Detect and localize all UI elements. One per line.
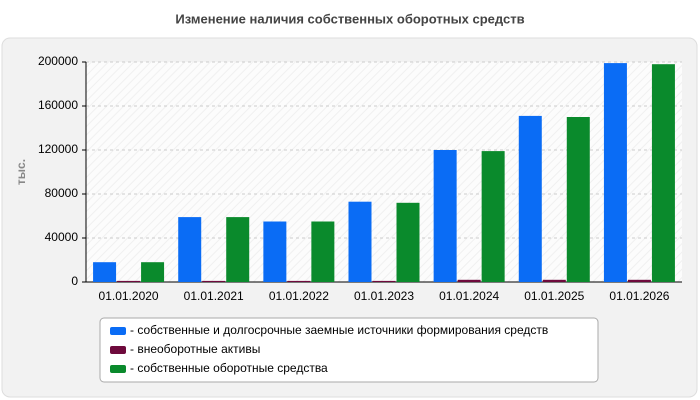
x-tick-label: 01.01.2026 — [609, 289, 669, 303]
y-tick-label: 160000 — [38, 98, 78, 112]
y-axis-label: тыс. — [14, 159, 28, 185]
x-tick-label: 01.01.2024 — [439, 289, 499, 303]
bar — [93, 262, 117, 282]
y-tick-label: 0 — [71, 274, 78, 288]
legend-label: - внеоборотные активы — [130, 342, 260, 356]
bar — [141, 262, 165, 282]
x-tick-label: 01.01.2023 — [354, 289, 414, 303]
bar — [348, 201, 372, 282]
x-tick-label: 01.01.2025 — [524, 289, 584, 303]
legend-label: - собственные оборотные средства — [130, 361, 328, 375]
bar — [542, 279, 566, 282]
y-tick-label: 40000 — [45, 230, 79, 244]
bar — [311, 221, 335, 282]
bar — [566, 117, 590, 282]
bar — [603, 63, 627, 282]
x-tick-label: 01.01.2021 — [184, 289, 244, 303]
bar — [651, 64, 675, 282]
legend-swatch — [110, 365, 126, 373]
bar — [627, 279, 651, 282]
legend-label: - собственные и долгосрочные заемные ист… — [130, 323, 548, 337]
y-tick-label: 120000 — [38, 142, 78, 156]
chart-title: Изменение наличия собственных оборотных … — [175, 11, 524, 26]
bar — [372, 280, 396, 282]
legend-swatch — [110, 346, 126, 354]
bar — [287, 280, 311, 282]
x-tick-label: 01.01.2022 — [269, 289, 329, 303]
x-tick-label: 01.01.2020 — [99, 289, 159, 303]
bar — [178, 217, 202, 282]
y-tick-label: 80000 — [45, 186, 79, 200]
legend-swatch — [110, 327, 126, 335]
bar — [202, 280, 226, 282]
bar — [518, 115, 542, 283]
bar — [481, 151, 505, 282]
plot-area — [86, 62, 682, 282]
bar — [226, 217, 250, 282]
bar — [263, 221, 287, 282]
bar — [457, 279, 481, 282]
legend — [99, 317, 599, 383]
bar — [396, 202, 420, 282]
y-tick-label: 200000 — [38, 54, 78, 68]
bar — [117, 280, 141, 282]
bar — [433, 150, 457, 282]
